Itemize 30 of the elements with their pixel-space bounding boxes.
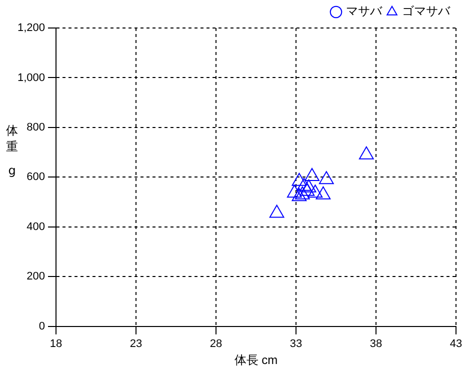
y-tick-label: 400 [26,220,45,233]
point [296,178,312,191]
point [300,182,315,196]
point [316,186,331,200]
y-tick-label: 1,000 [17,72,45,84]
point [294,186,310,200]
point [318,171,334,184]
y-tick-label: 0 [38,320,45,332]
point [304,168,320,181]
x-tick-label: 33 [290,338,302,350]
x-axis-title: 体長 cm [234,353,278,368]
y-tick-label: 1,200 [17,22,45,34]
x-tick-label: 43 [450,338,462,350]
point [269,204,284,218]
y-axis-title: 体重 g [6,123,18,178]
y-tick-label: 200 [26,270,45,283]
point [292,172,307,186]
x-tick-label: 18 [50,338,62,350]
y-tick-label: 600 [26,171,45,184]
x-tick-label: 23 [130,338,142,350]
x-tick-label: 38 [370,338,382,350]
y-tick-label: 800 [26,122,45,134]
point [286,184,302,198]
point [358,146,374,160]
legend-label: ゴマサバ [402,4,451,18]
point [301,179,316,192]
legend-label: マサバ [346,4,383,18]
point [292,188,307,202]
x-tick-label: 28 [210,338,222,350]
point [308,184,323,198]
